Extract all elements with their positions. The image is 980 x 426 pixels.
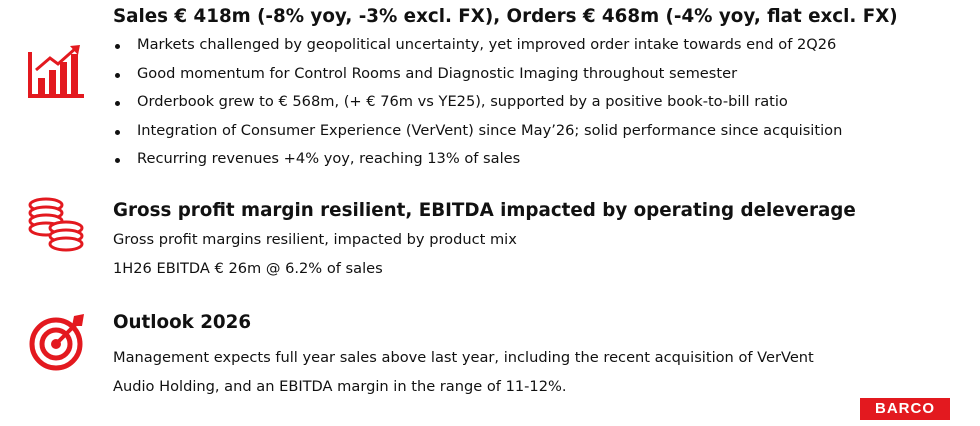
text-line: 1H26 EBITDA € 26m @ 6.2% of sales bbox=[113, 260, 383, 277]
bullet-dot bbox=[115, 44, 120, 49]
bullet-text: Orderbook grew to € 568m, (+ € 76m vs YE… bbox=[137, 93, 788, 110]
paragraph: Management expects full year sales above… bbox=[113, 349, 814, 395]
growth-icon bbox=[28, 45, 84, 98]
bullet-dot bbox=[115, 101, 120, 106]
bullet-text: Good momentum for Control Rooms and Diag… bbox=[137, 64, 738, 82]
bullet-text: Markets challenged by geopolitical uncer… bbox=[137, 36, 837, 53]
logo: BARCO bbox=[860, 398, 950, 420]
bullet-dot bbox=[115, 72, 120, 78]
bullet-dot bbox=[115, 158, 120, 163]
bullet-dot bbox=[115, 129, 120, 135]
target-icon bbox=[29, 314, 84, 371]
bullet-text: Integration of Consumer Experience (VerV… bbox=[137, 121, 843, 139]
text-line: Gross profit margins resilient, impacted… bbox=[113, 231, 517, 248]
section-title: Outlook 2026 bbox=[113, 312, 252, 333]
coins-icon bbox=[28, 197, 84, 252]
bullet-text: Recurring revenues +4% yoy, reaching 13%… bbox=[137, 150, 521, 167]
section-title: Sales € 418m (-8% yoy, -3% excl. FX), Or… bbox=[113, 6, 898, 27]
section-title: Gross profit margin resilient, EBITDA im… bbox=[113, 200, 856, 221]
